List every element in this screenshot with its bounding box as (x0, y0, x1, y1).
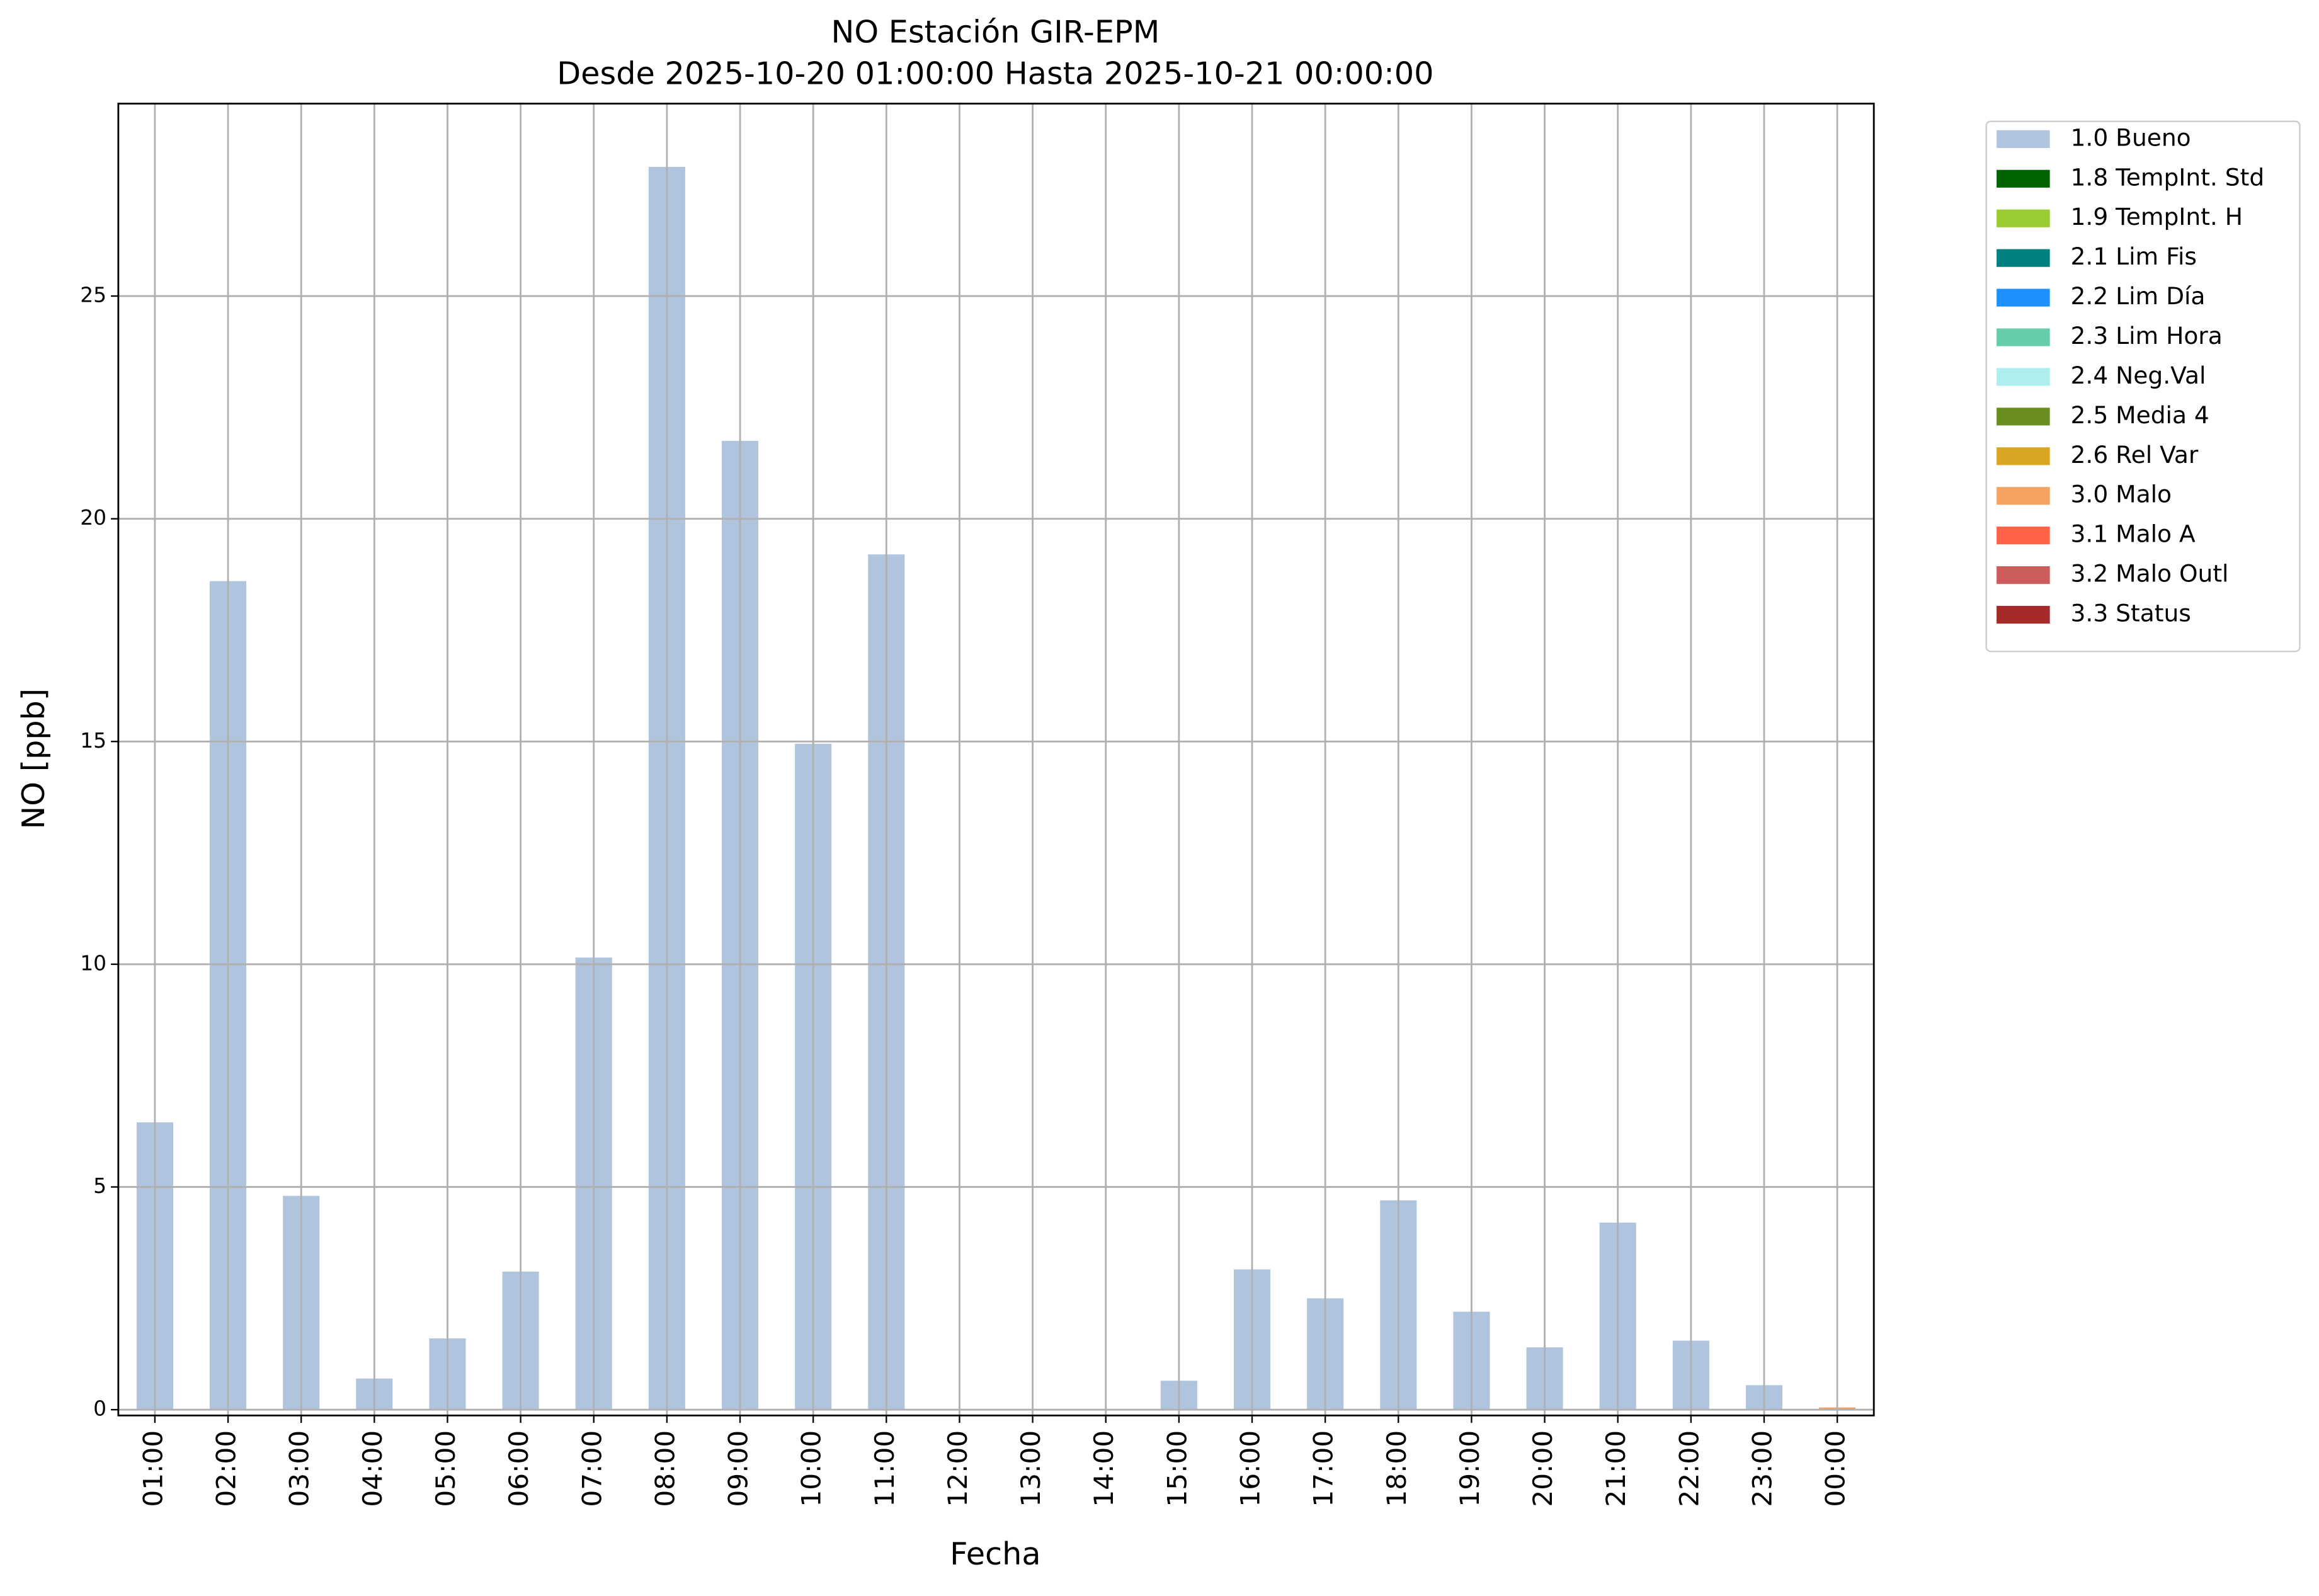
plot-frame (117, 103, 1875, 1416)
legend-swatch (1997, 368, 2050, 386)
x-axis-label: Fecha (950, 1536, 1041, 1572)
legend-swatch (1997, 328, 2050, 346)
legend-swatch (1997, 566, 2050, 584)
legend-label: 2.1 Lim Fis (2071, 242, 2197, 270)
x-tick-label: 11:00 (869, 1430, 900, 1507)
x-tick-label: 05:00 (430, 1430, 461, 1507)
x-tick-label: 14:00 (1088, 1430, 1119, 1507)
x-tick-label: 00:00 (1820, 1430, 1851, 1507)
chart-title: NO Estación GIR-EPM (831, 14, 1160, 50)
x-tick-label: 02:00 (211, 1430, 242, 1507)
y-axis-label: NO [ppb] (15, 688, 52, 829)
legend-swatch (1997, 408, 2050, 426)
x-tick-label: 18:00 (1381, 1430, 1412, 1507)
x-tick-label: 12:00 (942, 1430, 973, 1507)
legend-swatch (1997, 447, 2050, 465)
x-tick-label: 23:00 (1746, 1430, 1777, 1507)
x-tick-label: 15:00 (1161, 1430, 1192, 1507)
x-tick-label: 04:00 (357, 1430, 388, 1507)
y-tick-label: 25 (80, 283, 106, 307)
legend-label: 1.8 TempInt. Std (2071, 163, 2265, 191)
x-tick-label: 10:00 (796, 1430, 827, 1507)
legend-label: 3.0 Malo (2071, 481, 2172, 508)
x-tick-label: 21:00 (1600, 1430, 1631, 1507)
y-tick-label: 5 (93, 1173, 106, 1198)
x-tick-label: 09:00 (723, 1430, 754, 1507)
legend-swatch (1997, 527, 2050, 545)
legend-swatch (1997, 130, 2050, 148)
legend-swatch (1997, 249, 2050, 267)
y-tick-label: 20 (80, 505, 106, 530)
x-tick-label: 07:00 (576, 1430, 607, 1507)
legend-label: 3.2 Malo Outl (2071, 560, 2229, 588)
x-tick-label: 13:00 (1015, 1430, 1046, 1507)
legend-label: 1.9 TempInt. H (2071, 203, 2243, 231)
legend-label: 2.6 Rel Var (2071, 441, 2199, 469)
legend-swatch (1997, 487, 2050, 505)
chart-subtitle: Desde 2025-10-20 01:00:00 Hasta 2025-10-… (557, 55, 1433, 91)
legend-label: 2.5 Media 4 (2071, 401, 2209, 429)
y-tick-label: 15 (80, 728, 106, 753)
legend-label: 2.4 Neg.Val (2071, 362, 2206, 389)
x-tick-label: 19:00 (1454, 1430, 1485, 1507)
legend-swatch (1997, 288, 2050, 307)
x-tick-label: 08:00 (649, 1430, 680, 1507)
legend-box (1985, 120, 2301, 653)
legend-label: 1.0 Bueno (2071, 123, 2191, 151)
legend-swatch (1997, 605, 2050, 624)
y-tick-label: 0 (93, 1396, 106, 1421)
x-tick-label: 16:00 (1235, 1430, 1266, 1507)
legend-swatch (1997, 209, 2050, 227)
y-tick-label: 10 (80, 950, 106, 975)
x-tick-label: 20:00 (1527, 1430, 1558, 1507)
x-tick-label: 17:00 (1308, 1430, 1339, 1507)
legend-label: 2.2 Lim Día (2071, 282, 2206, 310)
x-tick-label: 03:00 (284, 1430, 315, 1507)
legend-label: 2.3 Lim Hora (2071, 322, 2223, 350)
x-tick-label: 01:00 (137, 1430, 168, 1507)
x-tick-label: 06:00 (503, 1430, 534, 1507)
legend-swatch (1997, 169, 2050, 188)
legend-label: 3.1 Malo A (2071, 520, 2196, 548)
x-tick-label: 22:00 (1673, 1430, 1704, 1507)
legend-label: 3.3 Status (2071, 600, 2191, 627)
